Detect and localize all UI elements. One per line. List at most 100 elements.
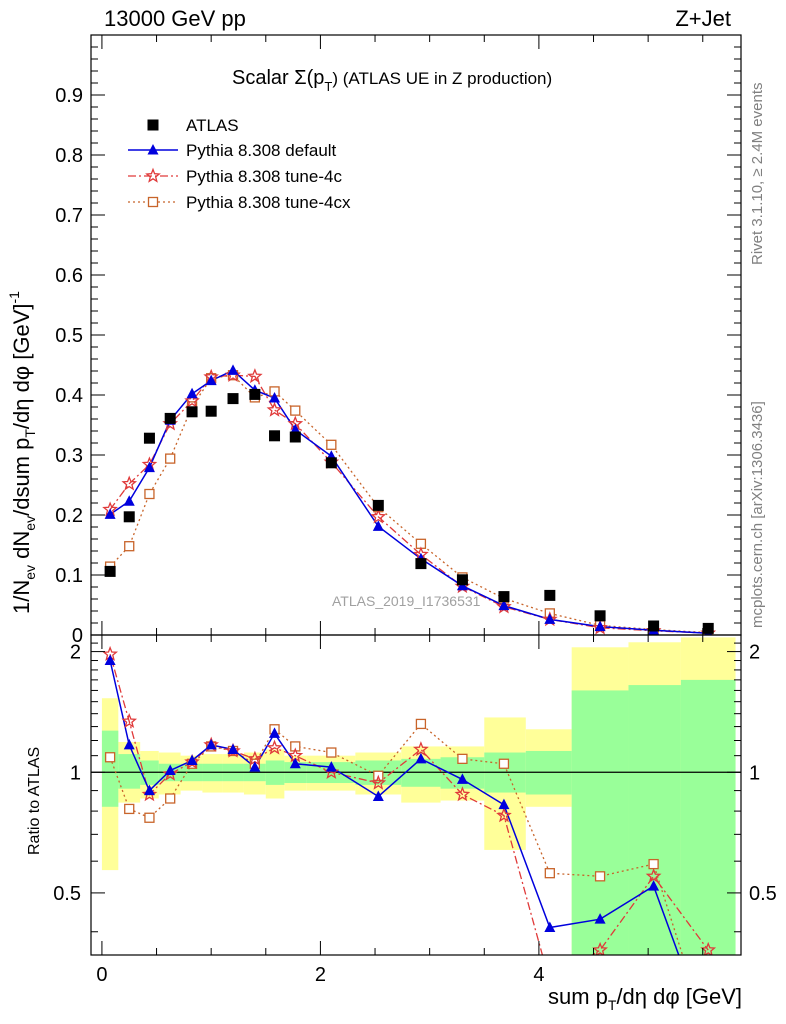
ratio-default-point (415, 752, 427, 764)
process-label: Z+Jet (675, 6, 731, 31)
ratio-tune4cx-point (648, 858, 659, 870)
default-point (104, 508, 116, 519)
ratio-tune4cx-point (415, 718, 427, 730)
ratio-tune4cx-point (544, 868, 555, 879)
ratio-default-point (325, 761, 337, 772)
ratio-tune4c-point (162, 765, 179, 781)
atlas-point (648, 620, 660, 632)
atlas-point (415, 558, 427, 570)
y-tick-label: 0.5 (55, 325, 83, 347)
ratio-axis-title: Ratio to ATLAS (26, 747, 43, 855)
atlas-point (205, 405, 217, 417)
atlas-point (186, 406, 198, 418)
x-tick-label: 2 (315, 964, 326, 986)
y-tick-label: 0.3 (55, 445, 83, 467)
atlas-point (594, 610, 606, 622)
ratio-y-tick-label: 1 (70, 762, 81, 784)
ratio-default-point (456, 773, 468, 784)
legend-label-atlas: ATLAS (186, 116, 239, 135)
energy-label: 13000 GeV pp (104, 6, 246, 31)
default-point (269, 392, 281, 403)
ratio-tune4cx-point (457, 753, 468, 765)
default-point (498, 599, 510, 611)
default-point (143, 461, 155, 473)
default-point (186, 387, 198, 399)
ratio-default-point (186, 754, 198, 765)
ratio-default-point (227, 743, 239, 754)
atlas-point (325, 457, 337, 469)
default-point (227, 364, 239, 375)
ratio-plot-panel: 0.5 0.5 1 1 2 2 0 2 4 Ratio to ATLAS sum pT/dη d… (26, 634, 777, 1013)
ratio-tune4cx-point (165, 793, 176, 804)
legend-marker-tune4c (145, 167, 161, 183)
default-point (544, 613, 556, 624)
y-tick-label: 0.7 (55, 205, 83, 227)
ratio-default-point (123, 738, 135, 750)
default-point (372, 520, 384, 531)
ratio-tune4c-point (454, 786, 471, 802)
ratio-y-tick-label-right: 1 (749, 762, 760, 784)
ratio-y-tick-label: 0.5 (53, 883, 81, 905)
ratio-tune4c-point (141, 786, 158, 802)
ratio-tune4c-point (645, 867, 662, 884)
y-tick-label: 0.9 (55, 85, 83, 107)
ratio-tune4c-point (370, 774, 387, 790)
y-tick-label: 0.6 (55, 265, 83, 287)
legend-label-default: Pythia 8.308 default (186, 141, 337, 160)
ratio-tune4cx-point (104, 752, 116, 763)
ratio-tune4cx-point (594, 871, 606, 882)
atlas-point (104, 565, 116, 577)
x-axis-title: sum pT/dη dφ [GeV] (548, 984, 742, 1013)
tune4c-point (184, 392, 200, 408)
ratio-tune4c-point (266, 739, 283, 755)
ratio-line-tune4c (109, 654, 709, 955)
ratio-tune4c-point (496, 807, 512, 823)
ratio-default-point (544, 921, 556, 932)
ratio-default-point (205, 738, 217, 750)
watermark-label: ATLAS_2019_I1736531 (332, 593, 481, 609)
ratio-default-point (269, 727, 281, 738)
y-tick-label: 0.4 (55, 385, 83, 407)
tune4c-point (247, 368, 263, 384)
ratio-y-tick-label: 2 (70, 642, 81, 664)
y-tick-label: 0.8 (55, 145, 83, 167)
ratio-tune4c-point (121, 713, 138, 729)
ratio-default-point (249, 761, 261, 772)
legend-label-tune4c: Pythia 8.308 tune-4c (186, 167, 342, 186)
uncertainty-band-inner (571, 690, 629, 955)
ratio-tune4cx-point (144, 812, 155, 823)
ratio-default-point (498, 798, 510, 810)
tune4c-point (266, 401, 283, 417)
tune4cx-point (124, 541, 135, 552)
legend-marker-tune4cx (147, 196, 159, 208)
ratio-default-point (648, 880, 660, 891)
atlas-point (143, 432, 155, 444)
rivet-version-label: Rivet 3.1.10, ≥ 2.4M events (749, 83, 766, 266)
atlas-point (164, 412, 176, 424)
ratio-plot-frame (90, 634, 742, 956)
uncertainty-band-inner (680, 679, 736, 955)
ratio-tune4cx-point (498, 758, 510, 769)
ratio-y-tick-label-right: 0.5 (749, 883, 777, 905)
atlas-point (227, 393, 239, 405)
atlas-point (544, 589, 556, 601)
y-tick-label: 0 (72, 625, 83, 647)
plot-title: Scalar Σ(pT) (ATLAS UE in Z production) (232, 67, 552, 94)
ratio-default-point (104, 654, 116, 666)
tune4cx-point (165, 453, 176, 464)
main-plot-panel: ATLAS_2019_I1736531 Scalar Σ(pT) (ATLAS … (6, 34, 742, 647)
mcplots-label: mcplots.cern.ch [arXiv:1306.3436] (749, 401, 766, 628)
ratio-tune4c-point (592, 941, 609, 955)
uncertainty-band-inner (101, 730, 119, 807)
tune4c-point (370, 508, 387, 524)
default-point (205, 374, 217, 386)
tune4cx-point (144, 488, 155, 500)
atlas-point (498, 591, 510, 603)
x-tick-label: 0 (96, 964, 107, 986)
y-tick-label: 0.2 (55, 505, 83, 527)
ratio-default-point (164, 764, 176, 776)
tune4c-point (121, 475, 138, 491)
uncertainty-band-inner (628, 685, 681, 955)
y-tick-label: 0.1 (55, 565, 83, 587)
